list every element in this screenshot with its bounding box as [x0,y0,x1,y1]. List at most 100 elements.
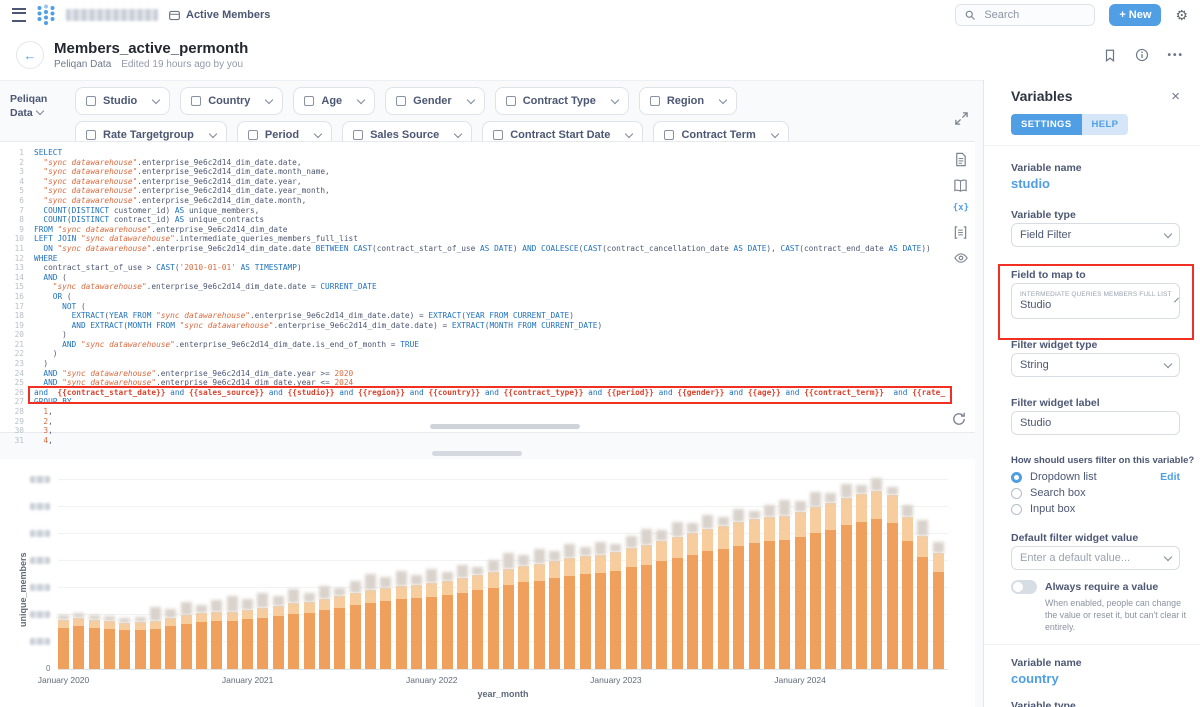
sql-line[interactable]: FROM "sync datawarehouse".enterprise_9e6… [34,224,288,234]
chart-bar[interactable] [748,511,760,669]
tab-settings[interactable]: SETTINGS [1011,114,1082,135]
sql-line[interactable]: ) [34,359,49,369]
chart-bar[interactable] [794,501,806,669]
preview-eye-icon[interactable] [953,251,969,265]
chart-bar[interactable] [886,487,898,669]
sql-line[interactable]: EXTRACT(YEAR FROM "sync datawarehouse".e… [71,311,574,321]
filter-chip-gender[interactable]: Gender [385,87,485,115]
chart-bar[interactable] [687,523,699,669]
sql-line[interactable]: 3, [43,426,53,436]
chart-bar[interactable] [917,520,929,669]
sql-line[interactable]: AND EXTRACT(MONTH FROM "sync datawarehou… [71,320,603,330]
chart-bar[interactable] [150,607,162,669]
gear-icon[interactable]: ⚙ [1175,7,1188,23]
search-box[interactable] [955,4,1096,26]
chart-bar[interactable] [119,618,131,669]
sql-line[interactable]: "sync datawarehouse".enterprise_9e6c2d14… [43,167,330,177]
chart-bar[interactable] [380,577,392,669]
filter-chip-age[interactable]: Age [293,87,376,115]
filter-widget-label-input[interactable] [1011,411,1180,435]
chart-bar[interactable] [549,551,561,669]
sql-line[interactable]: OR ( [52,291,72,301]
resize-drag-handle[interactable] [432,451,522,456]
radio-option-input-box[interactable]: Input box [1011,502,1180,516]
chart-bar[interactable] [134,617,146,669]
info-icon[interactable] [1135,48,1149,62]
search-input[interactable] [982,8,1087,22]
chart-bar[interactable] [410,575,422,669]
sql-line[interactable]: NOT ( [62,301,86,311]
snippets-icon[interactable] [953,225,968,240]
chart-bar[interactable] [579,547,591,669]
chart-bar[interactable] [395,571,407,669]
sql-line[interactable]: 1, [43,407,53,417]
filter-chip-region[interactable]: Region [638,87,738,115]
hamburger-menu-icon[interactable] [12,8,26,22]
edit-link[interactable]: Edit [1160,471,1180,483]
database-selector[interactable]: Peliqan Data [10,93,62,120]
tab-help[interactable]: HELP [1081,114,1129,135]
sql-line[interactable]: ) [34,349,58,359]
chart-bar[interactable] [825,493,837,669]
chart-bar[interactable] [625,536,637,669]
sql-line[interactable]: AND "sync datawarehouse".enterprise_9e6c… [62,339,419,349]
chart-bar[interactable] [456,565,468,669]
radio-option-dropdown-list[interactable]: Dropdown list Edit [1011,470,1180,484]
sql-line[interactable]: contract_start_of_use > CAST('2010-01-01… [34,263,302,273]
chart-bar[interactable] [809,492,821,669]
sql-line[interactable]: "sync datawarehouse".enterprise_9e6c2d14… [43,176,302,186]
chart-bar[interactable] [288,589,300,669]
radio-option-search-box[interactable]: Search box [1011,486,1180,500]
sql-line[interactable]: AND "sync datawarehouse".enterprise_9e6c… [43,378,354,388]
expand-icon[interactable] [954,111,969,126]
chart-bar[interactable] [487,560,499,669]
variable-type-select[interactable]: Field Filter [1011,223,1180,247]
chart-bar[interactable] [518,555,530,669]
database-name[interactable]: Peliqan Data [54,59,112,70]
chart-bar[interactable] [595,542,607,669]
chart-bar[interactable] [932,542,944,669]
sql-line[interactable]: COUNT(DISTINCT contract_id) AS unique_co… [43,215,265,225]
sql-line[interactable]: LEFT JOIN "sync datawarehouse".intermedi… [34,234,358,244]
chart-bar[interactable] [226,596,238,669]
chart-bar[interactable] [671,522,683,669]
chart-bar[interactable] [364,574,376,669]
chart-bar[interactable] [871,478,883,669]
new-button[interactable]: + New [1109,4,1162,26]
bookmark-icon[interactable] [1103,48,1117,63]
sql-code[interactable]: SELECT "sync datawarehouse".enterprise_9… [34,148,945,445]
sql-line[interactable]: "sync datawarehouse".enterprise_9e6c2d14… [43,186,330,196]
filter-chip-country[interactable]: Country [180,87,284,115]
chart-bar[interactable] [533,549,545,669]
filter-chip-studio[interactable]: Studio [75,87,171,115]
field-to-map-select[interactable]: INTERMEDIATE QUERIES MEMBERS FULL LIST S… [1011,283,1180,319]
require-value-toggle[interactable] [1011,580,1037,594]
chart-bar[interactable] [303,593,315,669]
sql-line[interactable]: ) [34,330,67,340]
radio-button[interactable] [1011,487,1022,499]
chart-bar[interactable] [165,609,177,669]
breadcrumb-collection[interactable]: Active Members [186,9,271,21]
variables-icon[interactable]: {x} [952,203,969,213]
chart-bar[interactable] [242,599,254,669]
radio-button[interactable] [1011,471,1022,483]
chart-bar[interactable] [73,613,85,669]
chart-bar[interactable] [763,505,775,669]
chart-bar[interactable] [717,517,729,669]
chart-plot[interactable]: 0 year_month January 2020 January 2021 Jan… [30,471,948,699]
chart-bar[interactable] [88,615,100,669]
chart-bar[interactable] [610,544,622,669]
horizontal-scrollbar[interactable] [430,424,580,429]
filter-chip-contract-type[interactable]: Contract Type [494,87,629,115]
chart-bar[interactable] [840,484,852,669]
chart-bar[interactable] [855,485,867,669]
sql-line[interactable]: "sync datawarehouse".enterprise_9e6c2d14… [52,282,377,292]
sql-line[interactable]: 2, [43,416,53,426]
metabase-logo-icon[interactable] [36,4,56,26]
chart-bar[interactable] [349,581,361,669]
sql-line[interactable]: COUNT(DISTINCT customer_id) AS unique_me… [43,205,260,215]
chart-bar[interactable] [733,509,745,669]
sql-line[interactable]: AND "sync datawarehouse".enterprise_9e6c… [43,368,354,378]
radio-button[interactable] [1011,503,1022,515]
chart-bar[interactable] [702,515,714,669]
